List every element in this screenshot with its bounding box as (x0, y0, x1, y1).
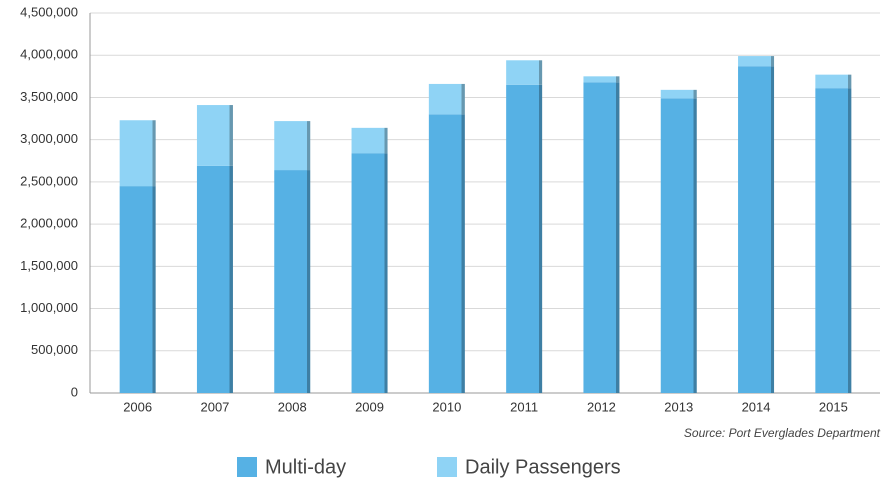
legend-label: Daily Passengers (465, 456, 621, 478)
bar (196, 165, 233, 393)
x-tick-label: 2015 (819, 399, 848, 414)
legend-swatch (437, 457, 457, 477)
y-tick-label: 4,000,000 (20, 47, 78, 62)
bar (428, 83, 465, 115)
bar (274, 170, 311, 393)
x-tick-label: 2006 (123, 399, 152, 414)
x-tick-label: 2007 (200, 399, 229, 414)
y-tick-label: 4,500,000 (20, 4, 78, 19)
bar (506, 60, 543, 85)
y-tick-label: 0 (71, 384, 78, 399)
bar (660, 89, 697, 99)
source-note: Source: Port Everglades Department (684, 426, 881, 440)
legend-swatch (237, 457, 257, 477)
x-tick-label: 2014 (742, 399, 771, 414)
y-tick-label: 1,500,000 (20, 258, 78, 273)
legend-label: Multi-day (265, 456, 346, 478)
bar (119, 120, 156, 187)
bar (583, 82, 620, 393)
x-tick-label: 2009 (355, 399, 384, 414)
bar (119, 186, 156, 393)
bar (815, 88, 852, 394)
y-tick-label: 3,500,000 (20, 89, 78, 104)
x-tick-label: 2008 (278, 399, 307, 414)
bar (660, 98, 697, 394)
x-tick-label: 2011 (510, 399, 538, 414)
y-tick-label: 1,000,000 (20, 300, 78, 315)
bar (428, 114, 465, 393)
bar (351, 127, 388, 154)
bar (274, 121, 311, 171)
bar (196, 105, 233, 166)
y-tick-label: 500,000 (31, 342, 78, 357)
y-tick-label: 2,500,000 (20, 173, 78, 188)
bar (738, 66, 775, 393)
y-tick-label: 2,000,000 (20, 216, 78, 231)
bar (351, 153, 388, 393)
bar (815, 74, 852, 89)
bar (583, 76, 620, 83)
x-tick-label: 2013 (664, 399, 693, 414)
y-tick-label: 3,000,000 (20, 131, 78, 146)
bar (506, 84, 543, 394)
bar (738, 56, 775, 67)
x-tick-label: 2012 (587, 399, 616, 414)
x-tick-label: 2010 (432, 399, 461, 414)
